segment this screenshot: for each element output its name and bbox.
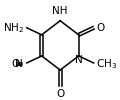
Text: N: N (15, 59, 23, 69)
Text: NH$_2$: NH$_2$ (3, 21, 24, 35)
Text: NH: NH (52, 6, 68, 16)
Text: N: N (75, 55, 83, 65)
Text: O: O (56, 88, 64, 98)
Text: CH$_3$: CH$_3$ (96, 57, 117, 71)
Text: O: O (96, 23, 105, 33)
Text: O: O (11, 59, 19, 69)
